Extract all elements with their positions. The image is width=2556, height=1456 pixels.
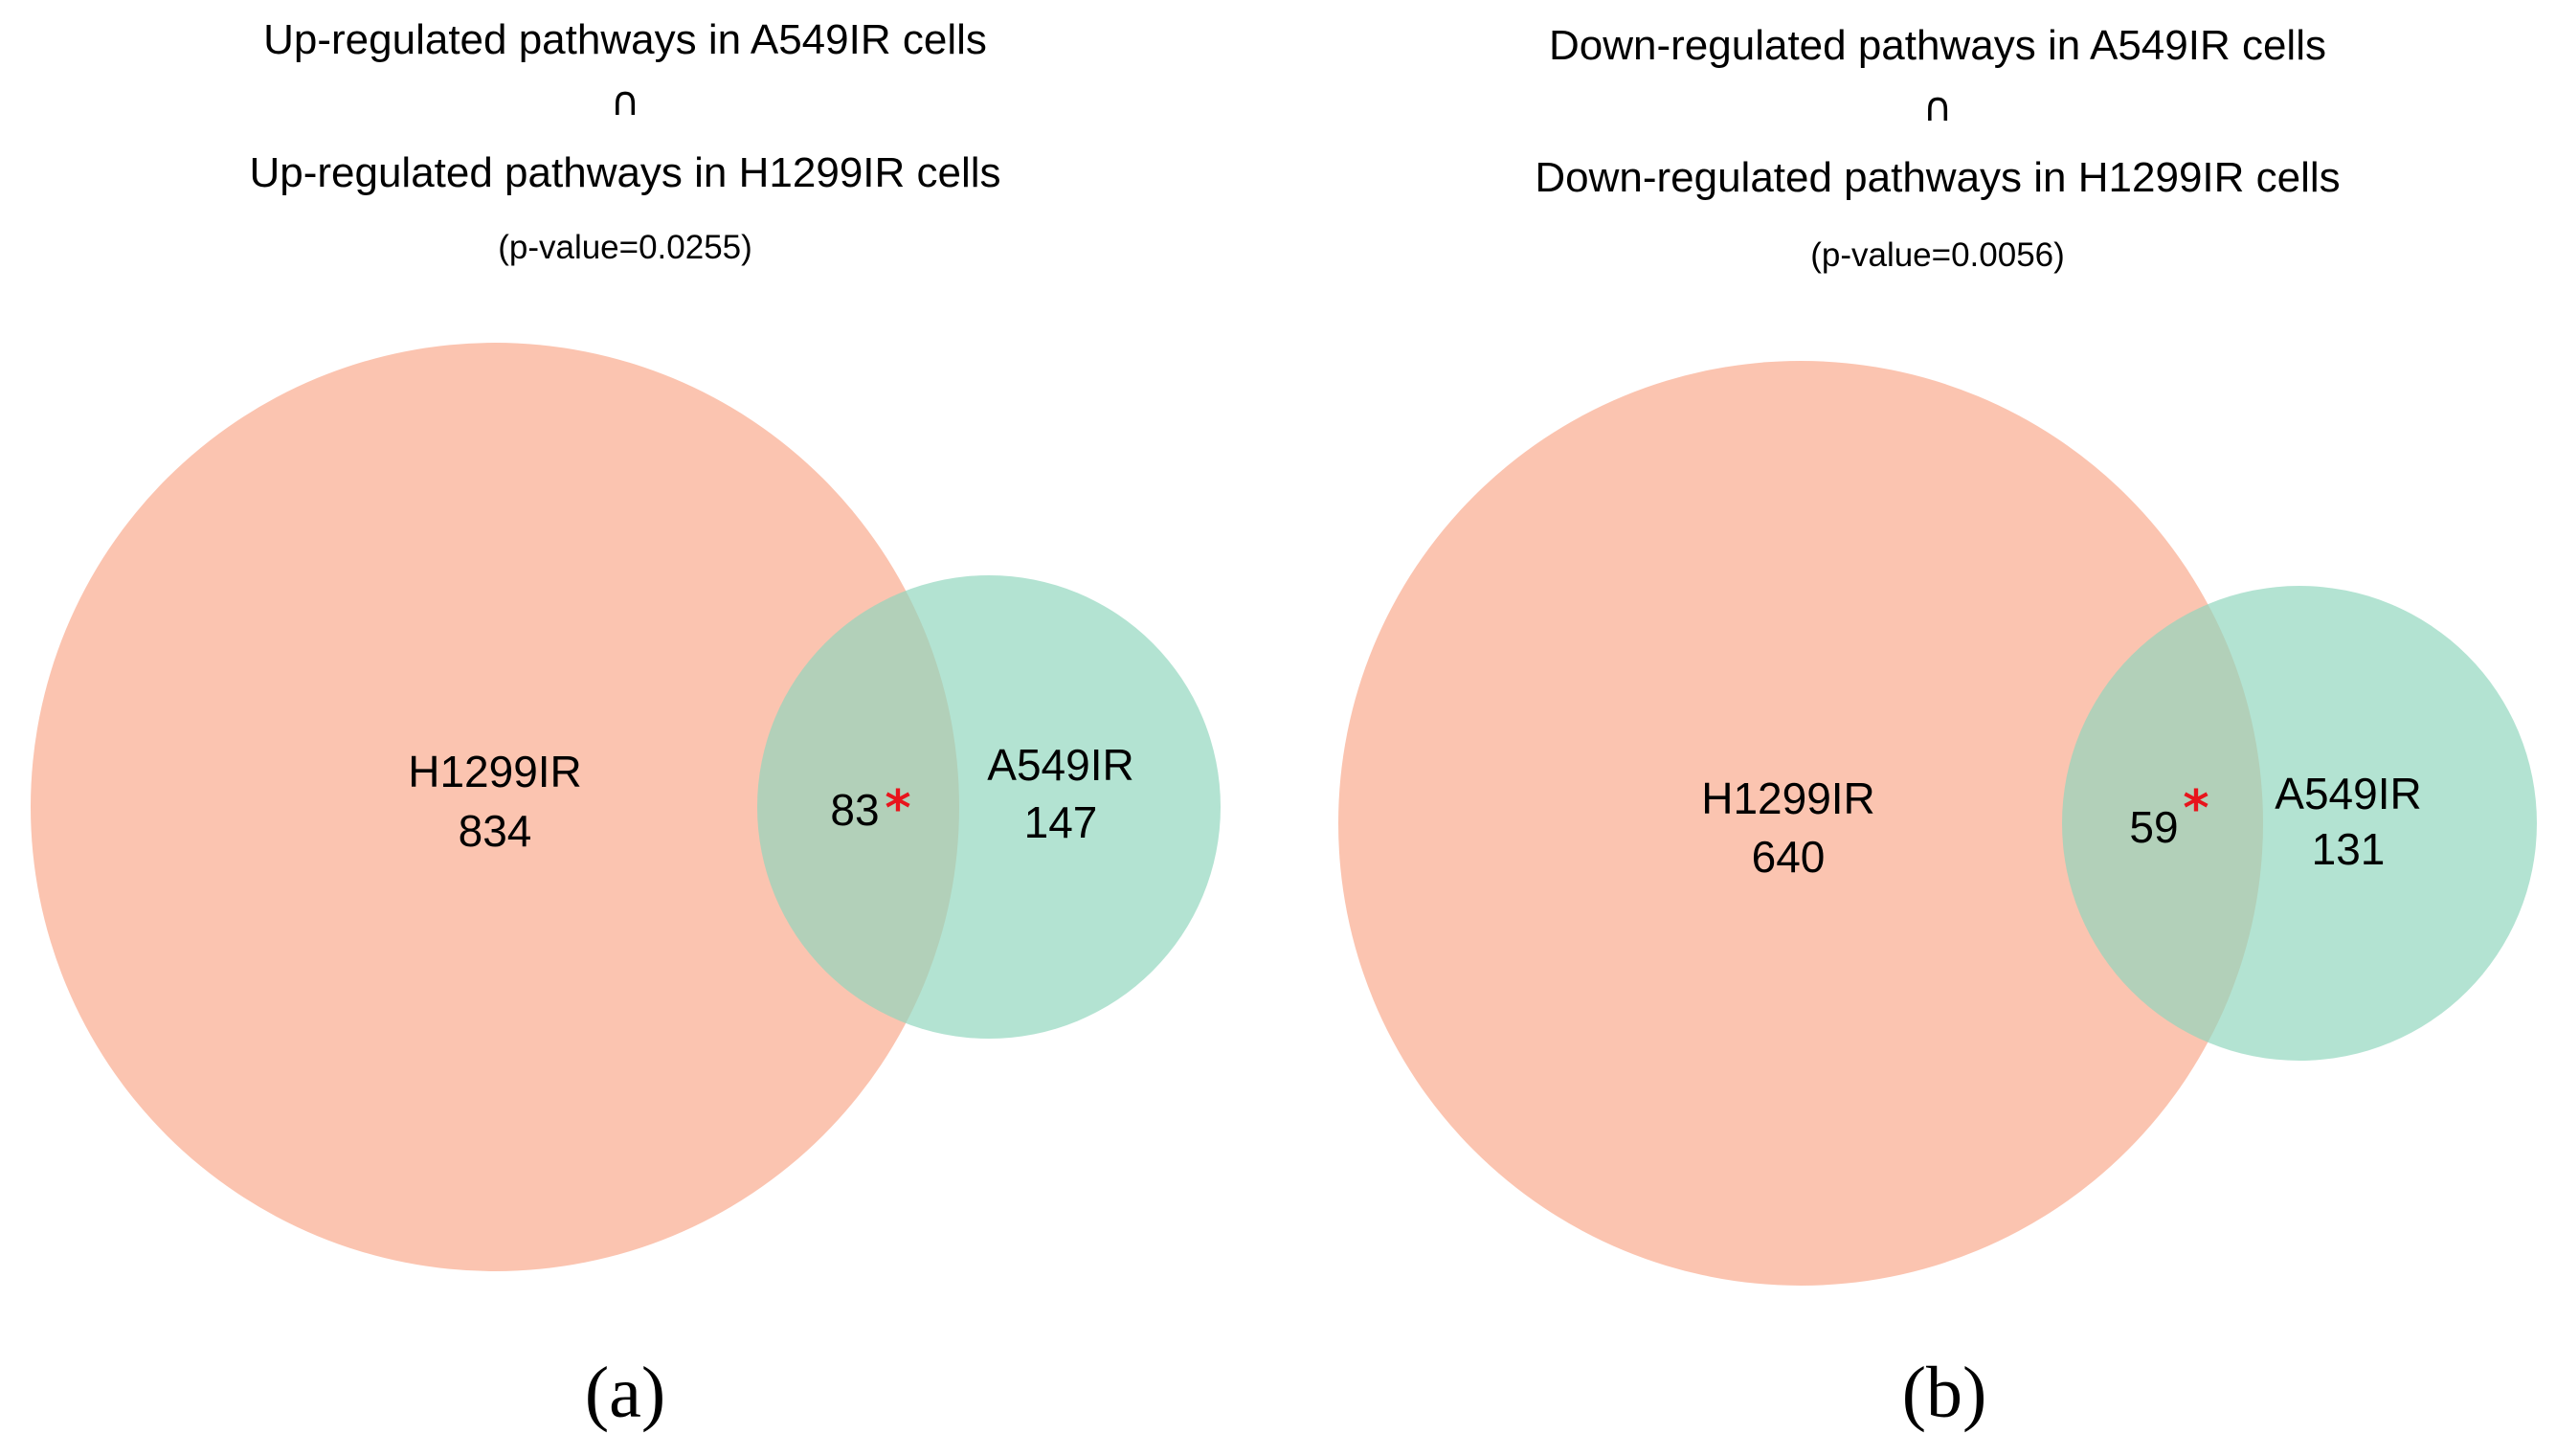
panel-a-pvalue: (p-value=0.0255) <box>498 229 752 266</box>
panel-b-overlap-count: 59 <box>2129 802 2178 852</box>
panel-b-title-line1: Down-regulated pathways in A549IR cells <box>1549 22 2326 69</box>
panel-b-a549ir-count: 131 <box>2312 824 2386 874</box>
panel-a-significance-asterisk: * <box>885 780 910 838</box>
panel-b-set-a549ir-circle <box>2062 586 2537 1061</box>
panel-a-intersection-symbol: ∩ <box>611 78 640 124</box>
panel-a-title-line2: Up-regulated pathways in H1299IR cells <box>249 149 1000 196</box>
panel-b-set-h1299ir-circle <box>1338 361 2263 1286</box>
panel-a-set-h1299ir-circle <box>31 343 959 1271</box>
panel-b: Down-regulated pathways in A549IR cells … <box>1338 22 2537 1433</box>
panel-b-label: (b) <box>1902 1353 1987 1433</box>
panel-b-significance-asterisk: * <box>2183 780 2208 838</box>
panel-a-set-a549ir-circle <box>757 575 1221 1039</box>
panel-a-overlap-count: 83 <box>830 785 879 835</box>
panel-a-h1299ir-count: 834 <box>459 806 532 856</box>
panel-a-label: (a) <box>585 1353 665 1433</box>
panel-b-h1299ir-label: H1299IR <box>1701 773 1875 823</box>
panel-b-a549ir-label: A549IR <box>2275 769 2421 818</box>
panel-a-a549ir-label: A549IR <box>987 740 1133 790</box>
panel-a-title-line1: Up-regulated pathways in A549IR cells <box>263 16 987 63</box>
panel-a-h1299ir-label: H1299IR <box>408 747 582 796</box>
panel-a: Up-regulated pathways in A549IR cells ∩ … <box>31 16 1221 1433</box>
panel-b-pvalue: (p-value=0.0056) <box>1810 236 2065 274</box>
panel-a-a549ir-count: 147 <box>1024 797 1098 847</box>
panel-b-h1299ir-count: 640 <box>1752 832 1826 882</box>
panel-b-title-line2: Down-regulated pathways in H1299IR cells <box>1535 154 2340 201</box>
panel-b-intersection-symbol: ∩ <box>1923 83 1953 130</box>
